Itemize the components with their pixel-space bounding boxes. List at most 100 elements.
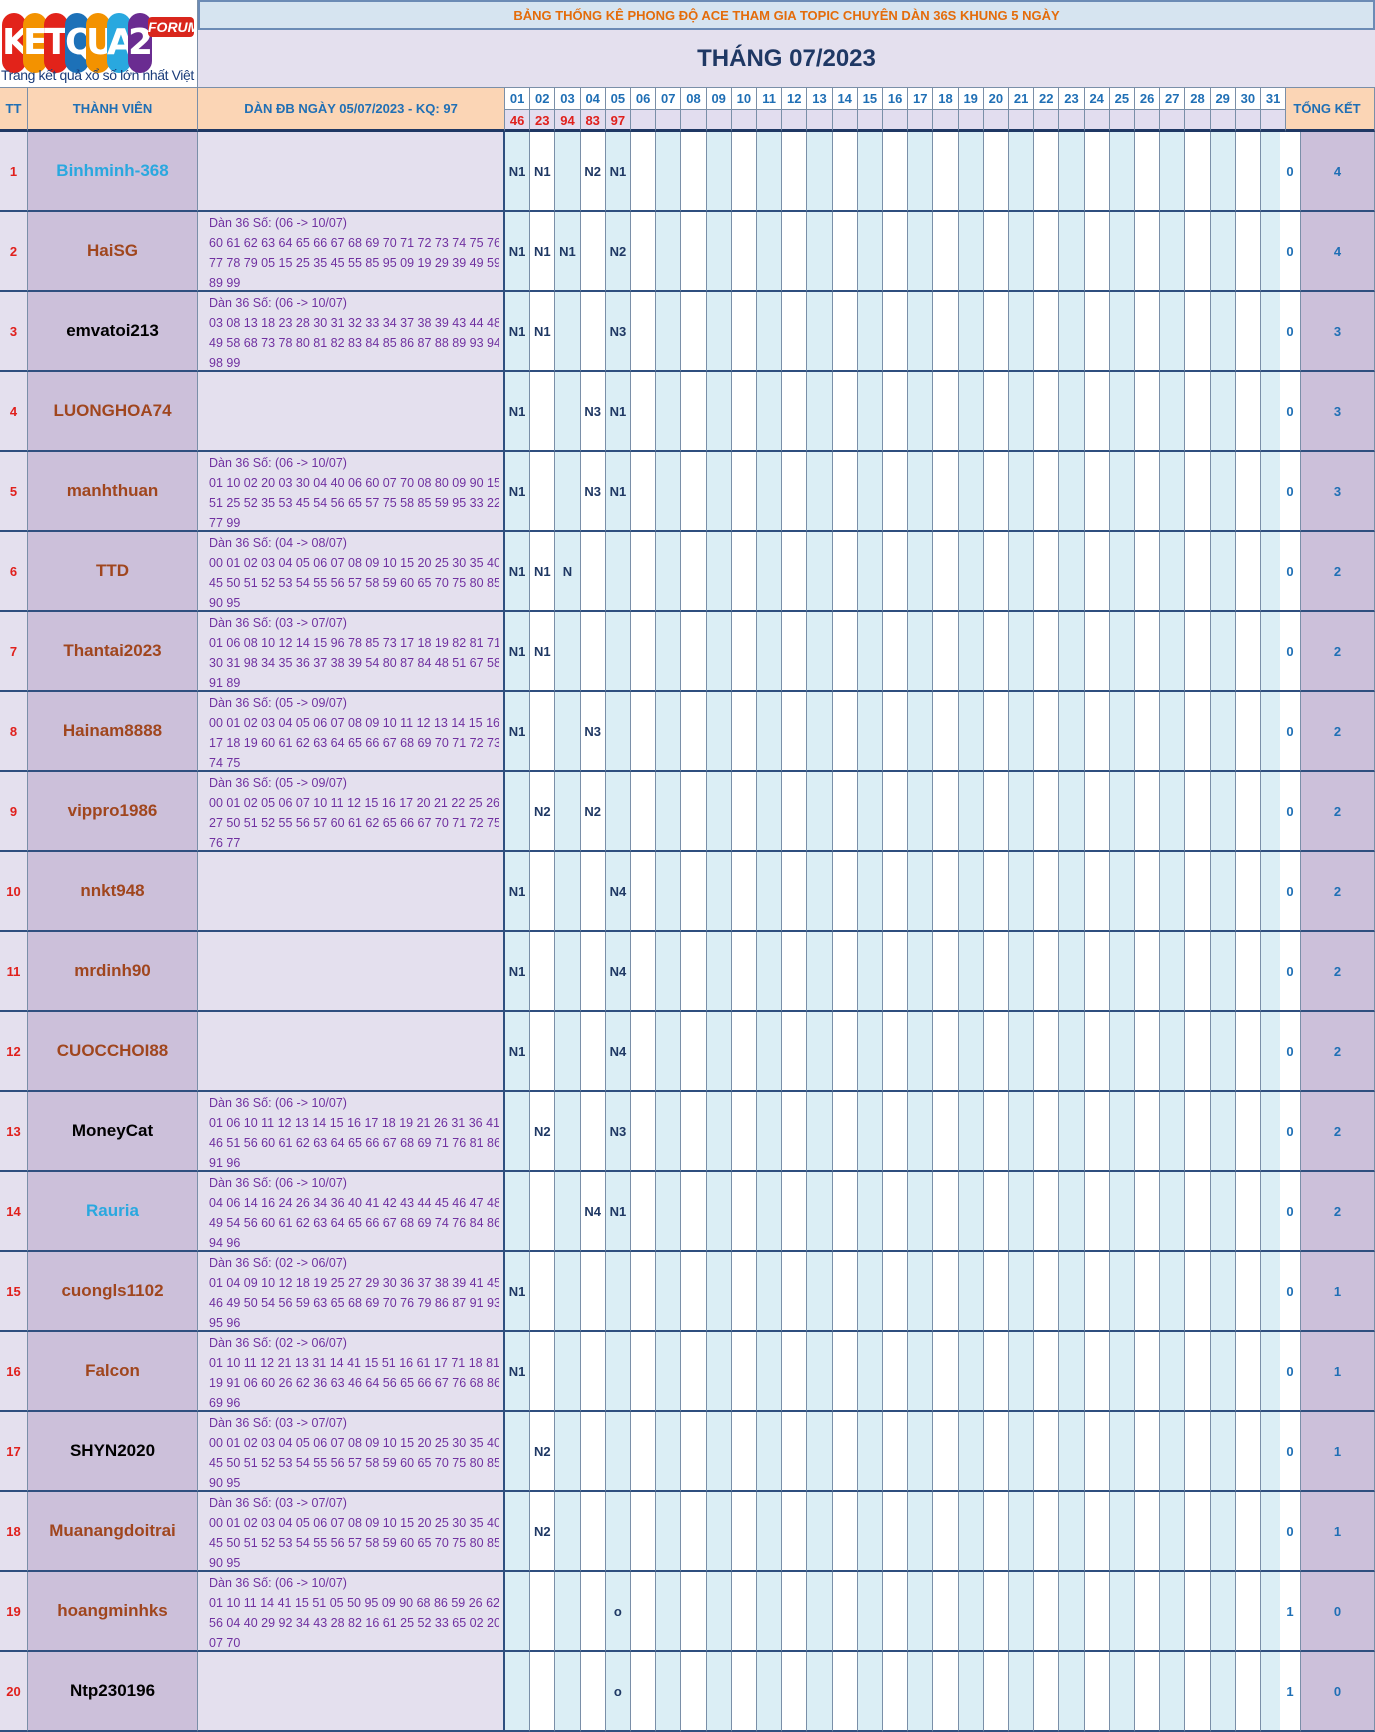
table-row: 10 nnkt948 N1 N4 0 2 — [0, 852, 1375, 932]
member-name[interactable]: MoneyCat — [28, 1092, 198, 1172]
day-cell — [883, 1652, 909, 1732]
day-cell — [1059, 1012, 1085, 1092]
day-cell — [706, 612, 732, 692]
day-cell — [958, 1172, 984, 1252]
day-cell — [1034, 1652, 1060, 1732]
day-cell — [1084, 532, 1110, 612]
total-score: 2 — [1301, 852, 1375, 932]
dan-line: 00 01 02 03 04 05 06 07 08 09 10 15 20 2… — [209, 556, 499, 570]
day-cell — [883, 1092, 909, 1172]
day-cell — [631, 1092, 657, 1172]
day-cell — [782, 612, 808, 692]
day-cell — [1009, 1572, 1035, 1652]
day-cell — [908, 1092, 934, 1172]
day-cell — [933, 1172, 959, 1252]
day-cell — [656, 1012, 682, 1092]
day-cell — [505, 1572, 531, 1652]
dan-numbers — [198, 1012, 505, 1092]
table-row: 13 MoneyCat Dàn 36 Số: (06 -> 10/07) 01 06 … — [0, 1092, 1375, 1172]
day-cell — [908, 1652, 934, 1732]
day-cell — [1009, 212, 1035, 292]
dan-numbers — [198, 132, 505, 212]
member-name[interactable]: Thantai2023 — [28, 612, 198, 692]
row-number: 14 — [0, 1172, 28, 1252]
day-header: 10 — [731, 88, 757, 110]
table-row: 4 LUONGHOA74 N1 N3 N1 0 3 — [0, 372, 1375, 452]
day-cell — [731, 292, 757, 372]
member-name[interactable]: Hainam8888 — [28, 692, 198, 772]
day-cell — [958, 132, 984, 212]
dan-heading: Dàn 36 Số: (02 -> 06/07) — [209, 1256, 347, 1270]
logo-letter: A — [107, 13, 135, 73]
member-name[interactable]: Ntp230196 — [28, 1652, 198, 1732]
day-cell — [933, 212, 959, 292]
day-cell — [1185, 212, 1211, 292]
member-name[interactable]: Muanangdoitrai — [28, 1492, 198, 1572]
member-name[interactable]: Rauria — [28, 1172, 198, 1252]
table-row: 1 Binhminh-368 N1 N1 N2 N1 0 4 — [0, 132, 1375, 212]
day-cell — [983, 1252, 1009, 1332]
day-cell — [908, 212, 934, 292]
day-cell — [706, 1092, 732, 1172]
day-cell — [1059, 852, 1085, 932]
day-cell — [908, 452, 934, 532]
day-cell — [530, 1012, 556, 1092]
member-name[interactable]: Binhminh-368 — [28, 132, 198, 212]
day-cell — [1109, 1492, 1135, 1572]
member-name[interactable]: hoangminhks — [28, 1572, 198, 1652]
day-cell — [832, 612, 858, 692]
day-cell — [1109, 1412, 1135, 1492]
day-cell — [681, 1412, 707, 1492]
member-name[interactable]: CUOCCHOI88 — [28, 1012, 198, 1092]
member-name[interactable]: manhthuan — [28, 452, 198, 532]
member-name[interactable]: HaiSG — [28, 212, 198, 292]
day-cell — [983, 1572, 1009, 1652]
day-cell — [731, 1172, 757, 1252]
column-header-total: TỔNG KẾT — [1280, 88, 1375, 132]
day-cell — [983, 212, 1009, 292]
miss-count: 0 — [1280, 532, 1301, 612]
member-name[interactable]: emvatoi213 — [28, 292, 198, 372]
member-name[interactable]: TTD — [28, 532, 198, 612]
day-cell — [1210, 852, 1236, 932]
dan-numbers: Dàn 36 Số: (02 -> 06/07) 01 10 11 12 21 1… — [198, 1332, 505, 1412]
day-cell — [782, 692, 808, 772]
day-cell — [580, 1572, 606, 1652]
member-name[interactable]: vippro1986 — [28, 772, 198, 852]
day-cell — [1185, 1012, 1211, 1092]
total-score: 2 — [1301, 532, 1375, 612]
day-cell — [1160, 132, 1186, 212]
day-result — [706, 110, 732, 132]
day-cell — [857, 772, 883, 852]
day-cell — [933, 1092, 959, 1172]
day-header: 25 — [1109, 88, 1135, 110]
member-name[interactable]: LUONGHOA74 — [28, 372, 198, 452]
dan-numbers: Dàn 36 Số: (06 -> 10/07) 01 10 02 20 03 3… — [198, 452, 505, 532]
day-cell — [555, 1412, 581, 1492]
day-cell — [1109, 932, 1135, 1012]
day-cell — [807, 1172, 833, 1252]
dan-line: 45 50 51 52 53 54 55 56 57 58 59 60 65 7… — [209, 1536, 499, 1550]
day-result — [1034, 110, 1060, 132]
day-cell — [580, 1412, 606, 1492]
day-cell — [1084, 1252, 1110, 1332]
dan-line: 03 08 13 18 23 28 30 31 32 33 34 37 38 3… — [209, 316, 499, 330]
day-cell — [807, 1652, 833, 1732]
day-cell — [782, 1572, 808, 1652]
member-name[interactable]: SHYN2020 — [28, 1412, 198, 1492]
member-name[interactable]: mrdinh90 — [28, 932, 198, 1012]
day-cell — [1235, 1252, 1261, 1332]
member-name[interactable]: nnkt948 — [28, 852, 198, 932]
day-cell — [958, 1092, 984, 1172]
day-cell — [782, 932, 808, 1012]
day-cell — [731, 1652, 757, 1732]
dan-numbers: Dàn 36 Số: (04 -> 08/07) 00 01 02 03 04 0… — [198, 532, 505, 612]
member-name[interactable]: Falcon — [28, 1332, 198, 1412]
day-cell — [731, 1492, 757, 1572]
day-cell — [580, 1252, 606, 1332]
member-name[interactable]: cuongls1102 — [28, 1252, 198, 1332]
total-score: 2 — [1301, 1172, 1375, 1252]
dan-heading: Dàn 36 Số: (06 -> 10/07) — [209, 296, 347, 310]
day-cell — [883, 1412, 909, 1492]
